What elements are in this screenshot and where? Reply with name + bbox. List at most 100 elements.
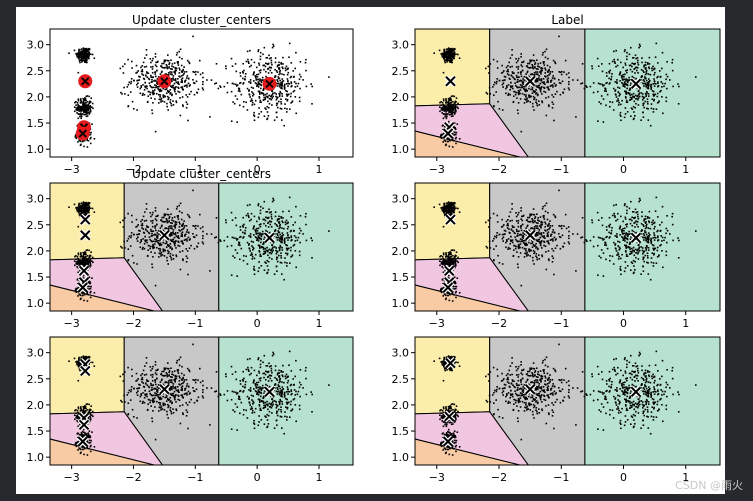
data-point [448,99,450,102]
data-point [260,233,262,235]
data-point [515,91,517,94]
data-point [455,290,457,293]
data-point [506,85,508,87]
data-point [152,86,155,89]
data-point [448,292,451,295]
data-point [442,210,445,212]
data-point [168,233,171,235]
data-point [285,90,287,92]
data-point [439,106,441,108]
data-point [444,105,447,108]
data-point [534,80,537,82]
data-point [146,76,149,78]
data-point [182,258,184,260]
data-point [153,234,155,236]
data-point [177,216,179,219]
data-point [530,95,532,98]
data-point [449,215,452,217]
data-point [155,65,158,68]
data-point [260,223,262,225]
data-point [278,236,280,239]
data-point [270,252,273,255]
data-point [265,57,268,59]
data-point [166,65,168,67]
data-point [281,247,283,249]
data-point [278,95,281,98]
data-point [168,90,171,93]
data-point [639,45,641,47]
data-point [649,80,651,82]
data-point [80,253,82,256]
data-point [638,46,640,49]
data-point [160,90,163,92]
data-point [87,50,89,52]
data-point [186,238,188,240]
data-point [276,96,279,99]
data-point [258,80,261,82]
data-point [86,203,88,205]
data-point [442,132,445,135]
data-point [140,86,143,88]
data-point [290,235,292,237]
data-point [256,76,259,78]
data-point [263,200,266,203]
data-point [153,80,155,82]
data-point [140,239,142,241]
data-point [124,247,126,249]
data-point [251,101,254,104]
data-point [121,247,123,249]
data-point [517,256,520,258]
data-point [445,100,448,103]
data-point [75,53,77,55]
data-point [302,233,304,235]
data-point [447,50,450,53]
data-point [523,93,526,96]
data-point [152,65,154,68]
data-point [75,104,77,106]
data-point [249,203,251,206]
data-point [172,79,175,81]
data-point [453,53,456,56]
data-point [261,76,264,79]
data-point [83,292,86,295]
data-point [170,240,173,242]
data-point [163,221,165,223]
data-point [531,242,534,244]
data-point [259,205,262,208]
data-point [563,242,566,245]
data-point [164,242,166,245]
data-point [651,67,653,69]
data-point [648,66,650,68]
data-point [293,229,295,232]
data-point [626,111,629,113]
data-point [231,236,234,239]
data-point [567,241,570,243]
data-point [665,78,667,81]
data-point [88,111,90,113]
data-point [267,226,270,228]
data-point [146,226,148,228]
data-point [533,109,535,111]
data-point [519,238,522,240]
data-point [652,65,654,68]
data-point [455,97,458,99]
data-point [249,254,252,256]
data-point [157,242,159,244]
data-point [195,224,197,227]
data-point [156,223,158,226]
data-point [248,216,250,218]
data-point [165,227,167,229]
data-point [279,92,282,94]
data-point [533,97,536,99]
data-point [541,81,543,84]
data-point [156,236,158,238]
data-point [130,80,133,83]
data-point [75,262,77,265]
data-point [285,244,287,246]
data-point [223,85,226,88]
data-point [189,238,191,240]
y-tick-label: 1.5 [27,271,45,284]
data-point [239,81,242,84]
data-point [442,225,445,228]
data-point [453,207,456,210]
